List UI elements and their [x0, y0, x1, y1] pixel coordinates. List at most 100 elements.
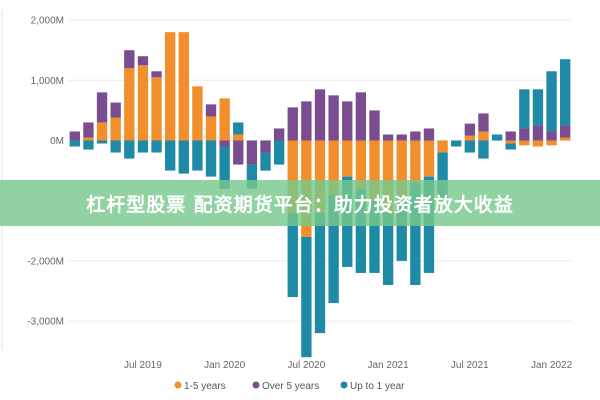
x-tick-label: Jul 2021 — [451, 360, 489, 371]
legend-marker — [252, 381, 260, 389]
bar-segment — [96, 92, 108, 123]
bar-segment — [110, 117, 121, 141]
bar-segment — [505, 140, 516, 144]
bar-segment — [137, 65, 149, 141]
bar-segment — [464, 140, 476, 153]
bar-segment — [355, 92, 367, 141]
legend: 1-5 years Over 5 years Up to 1 year — [174, 381, 405, 392]
bar-segment — [369, 200, 380, 273]
bar-segment — [314, 212, 326, 334]
bar-segment — [314, 140, 326, 213]
bar-segment — [124, 140, 135, 159]
bar-segment — [464, 123, 476, 136]
bar-segment — [124, 50, 135, 69]
bar-segment — [369, 140, 380, 201]
y-tick-label: 2,000M — [31, 16, 64, 27]
bar-segment — [124, 68, 135, 141]
bar-segment — [83, 137, 94, 141]
bar-segment — [205, 104, 217, 117]
bar-segment — [410, 131, 421, 141]
x-axis: Jul 2019 Jan 2020 Jul 2020 Jan 2021 Jul 2021… — [124, 360, 573, 371]
bar-segment — [342, 140, 353, 177]
legend-label: Over 5 years — [262, 381, 319, 392]
y-tick-label: -3,000M — [27, 317, 64, 328]
overlay-banner: 杠杆型股票 配资期货平台：助力投资者放大收益 — [0, 180, 600, 226]
legend-marker — [340, 381, 348, 389]
bar-segment — [342, 101, 353, 141]
bar-segment — [382, 140, 394, 213]
bar-segment — [328, 194, 339, 304]
bar-segment — [151, 71, 162, 78]
bar-segment — [192, 140, 203, 171]
bar-segment — [246, 164, 258, 189]
x-tick-label: Jan 2022 — [531, 360, 573, 371]
legend-label: Up to 1 year — [350, 381, 405, 392]
bar-segment — [478, 113, 489, 132]
bar-segment — [96, 140, 108, 144]
bar-segment — [382, 134, 394, 141]
bar-segment — [423, 128, 435, 141]
y-tick-label: 1,000M — [31, 76, 64, 87]
bar-segment — [219, 140, 230, 147]
bar-segment — [83, 140, 94, 150]
bar-segment — [110, 140, 121, 153]
bar-segment — [423, 140, 435, 177]
y-axis: 2,000M 1,000M 0M -2,000M -3,000M — [27, 16, 64, 328]
bar-segment — [233, 134, 244, 141]
bar-segment — [205, 140, 217, 177]
bar-segment — [532, 89, 544, 126]
bar-segment — [69, 140, 80, 147]
bar-segment — [301, 101, 312, 141]
banner-text: 杠杆型股票 配资期货平台：助力投资者放大收益 — [86, 193, 514, 216]
x-tick-label: Jan 2021 — [368, 360, 410, 371]
x-tick-label: Jul 2019 — [124, 360, 162, 371]
bar-segment — [273, 140, 285, 165]
bar-segment — [355, 140, 367, 189]
bar-segment — [519, 89, 530, 129]
bar-segment — [301, 236, 312, 358]
x-tick-label: Jan 2020 — [204, 360, 246, 371]
bar-segment — [519, 140, 530, 146]
bar-segment — [560, 125, 571, 138]
bar-segment — [110, 102, 121, 118]
bar-segment — [491, 134, 503, 141]
bar-segment — [519, 128, 530, 141]
bar-segment — [178, 140, 189, 174]
bar-segment — [246, 140, 258, 165]
bar-segment — [464, 135, 476, 141]
bar-segment — [151, 140, 162, 153]
bar-segment — [328, 95, 339, 141]
x-tick-label: Jul 2020 — [287, 360, 325, 371]
bar-segment — [260, 140, 271, 153]
bar-segment — [410, 182, 421, 285]
bar-segment — [478, 140, 489, 159]
bar-segment — [437, 140, 448, 153]
bar-segment — [410, 140, 421, 183]
bar-segment — [505, 131, 516, 141]
bar-segment — [233, 140, 244, 165]
bar-segment — [505, 143, 516, 150]
bar-segment — [546, 140, 557, 146]
bar-segment — [151, 77, 162, 141]
legend-label: 1-5 years — [184, 381, 226, 392]
bar-segment — [273, 128, 285, 141]
bar-segment — [560, 137, 571, 141]
bar-segment — [205, 116, 217, 141]
bar-segment — [69, 131, 80, 141]
bar-segment — [437, 152, 448, 201]
bar-segment — [219, 146, 230, 189]
bar-segment — [532, 125, 544, 141]
bar-segment — [328, 140, 339, 195]
bar-segment — [546, 71, 557, 132]
bar-segment — [369, 110, 380, 141]
bar-segment — [355, 188, 367, 273]
bar-segment — [96, 122, 108, 141]
bar-segment — [260, 152, 271, 171]
bar-segment — [532, 140, 544, 147]
bar-segment — [233, 122, 244, 135]
y-tick-label: 0M — [50, 136, 64, 147]
bar-segment — [164, 32, 176, 141]
bar-segment — [287, 107, 298, 141]
bar-segment — [287, 140, 298, 213]
bar-segment — [396, 140, 407, 201]
